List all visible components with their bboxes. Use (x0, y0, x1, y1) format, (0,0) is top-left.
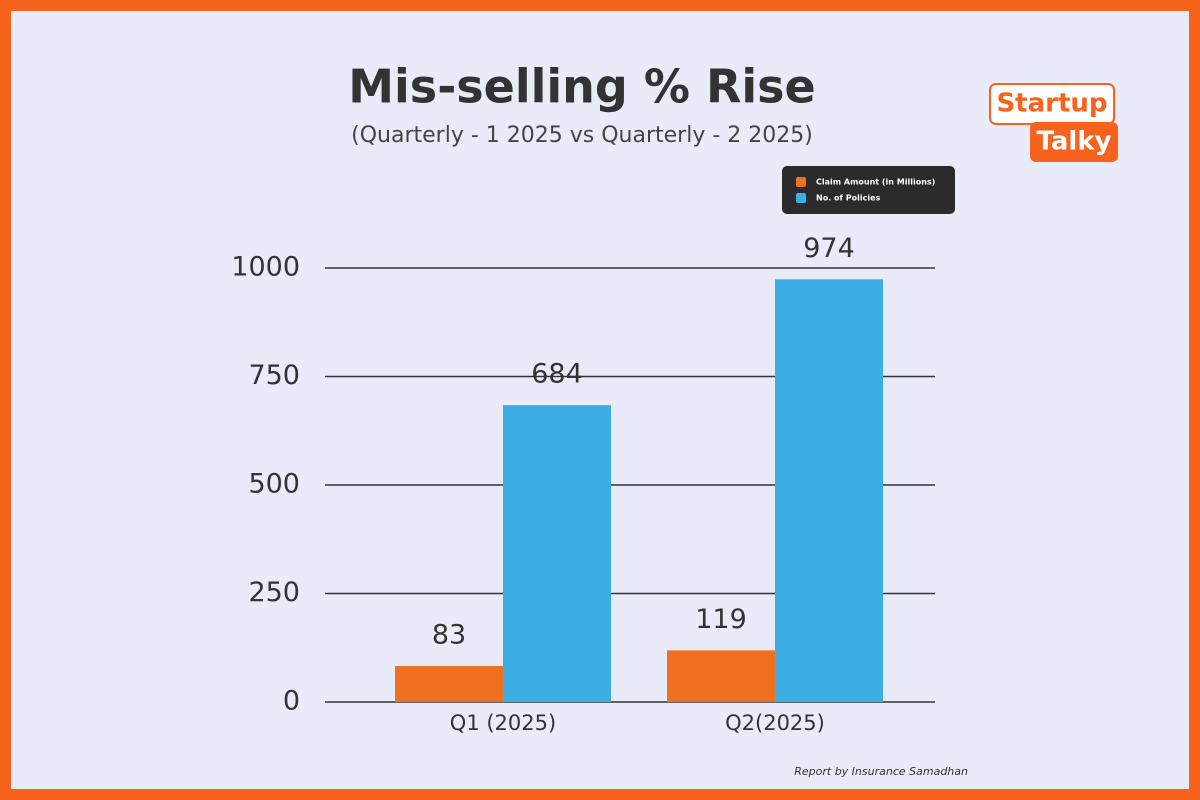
value-label: 974 (803, 233, 855, 264)
legend-box (782, 166, 955, 214)
bar (395, 665, 503, 702)
logo-text: Startup (996, 89, 1107, 119)
y-tick-label: 500 (248, 469, 300, 500)
legend-label: Claim Amount (in Millions) (816, 178, 935, 187)
y-tick-label: 250 (248, 577, 300, 608)
logo-box (1030, 122, 1118, 162)
bar (503, 405, 611, 702)
value-label: 119 (695, 604, 747, 635)
y-tick-label: 0 (283, 686, 300, 717)
value-label: 83 (432, 619, 466, 650)
chart-subtitle: (Quarterly - 1 2025 vs Quarterly - 2 202… (351, 123, 813, 148)
y-tick-label: 1000 (231, 252, 300, 283)
logo: Startup Talky (989, 83, 1118, 162)
x-tick-label: Q1 (2025) (450, 711, 556, 735)
legend: Claim Amount (in Millions) No. of Policie… (782, 166, 955, 214)
x-tick-label: Q2(2025) (725, 711, 825, 735)
legend-label: No. of Policies (816, 194, 881, 203)
bar (775, 279, 883, 702)
chart-title: Mis-selling % Rise (348, 60, 815, 114)
logo-text: Talky (1036, 127, 1111, 157)
legend-swatch (796, 177, 806, 187)
bar (667, 650, 775, 702)
legend-swatch (796, 193, 806, 203)
source-note: Report by Insurance Samadhan (794, 765, 968, 778)
value-label: 684 (531, 359, 583, 390)
y-tick-label: 750 (248, 360, 300, 391)
